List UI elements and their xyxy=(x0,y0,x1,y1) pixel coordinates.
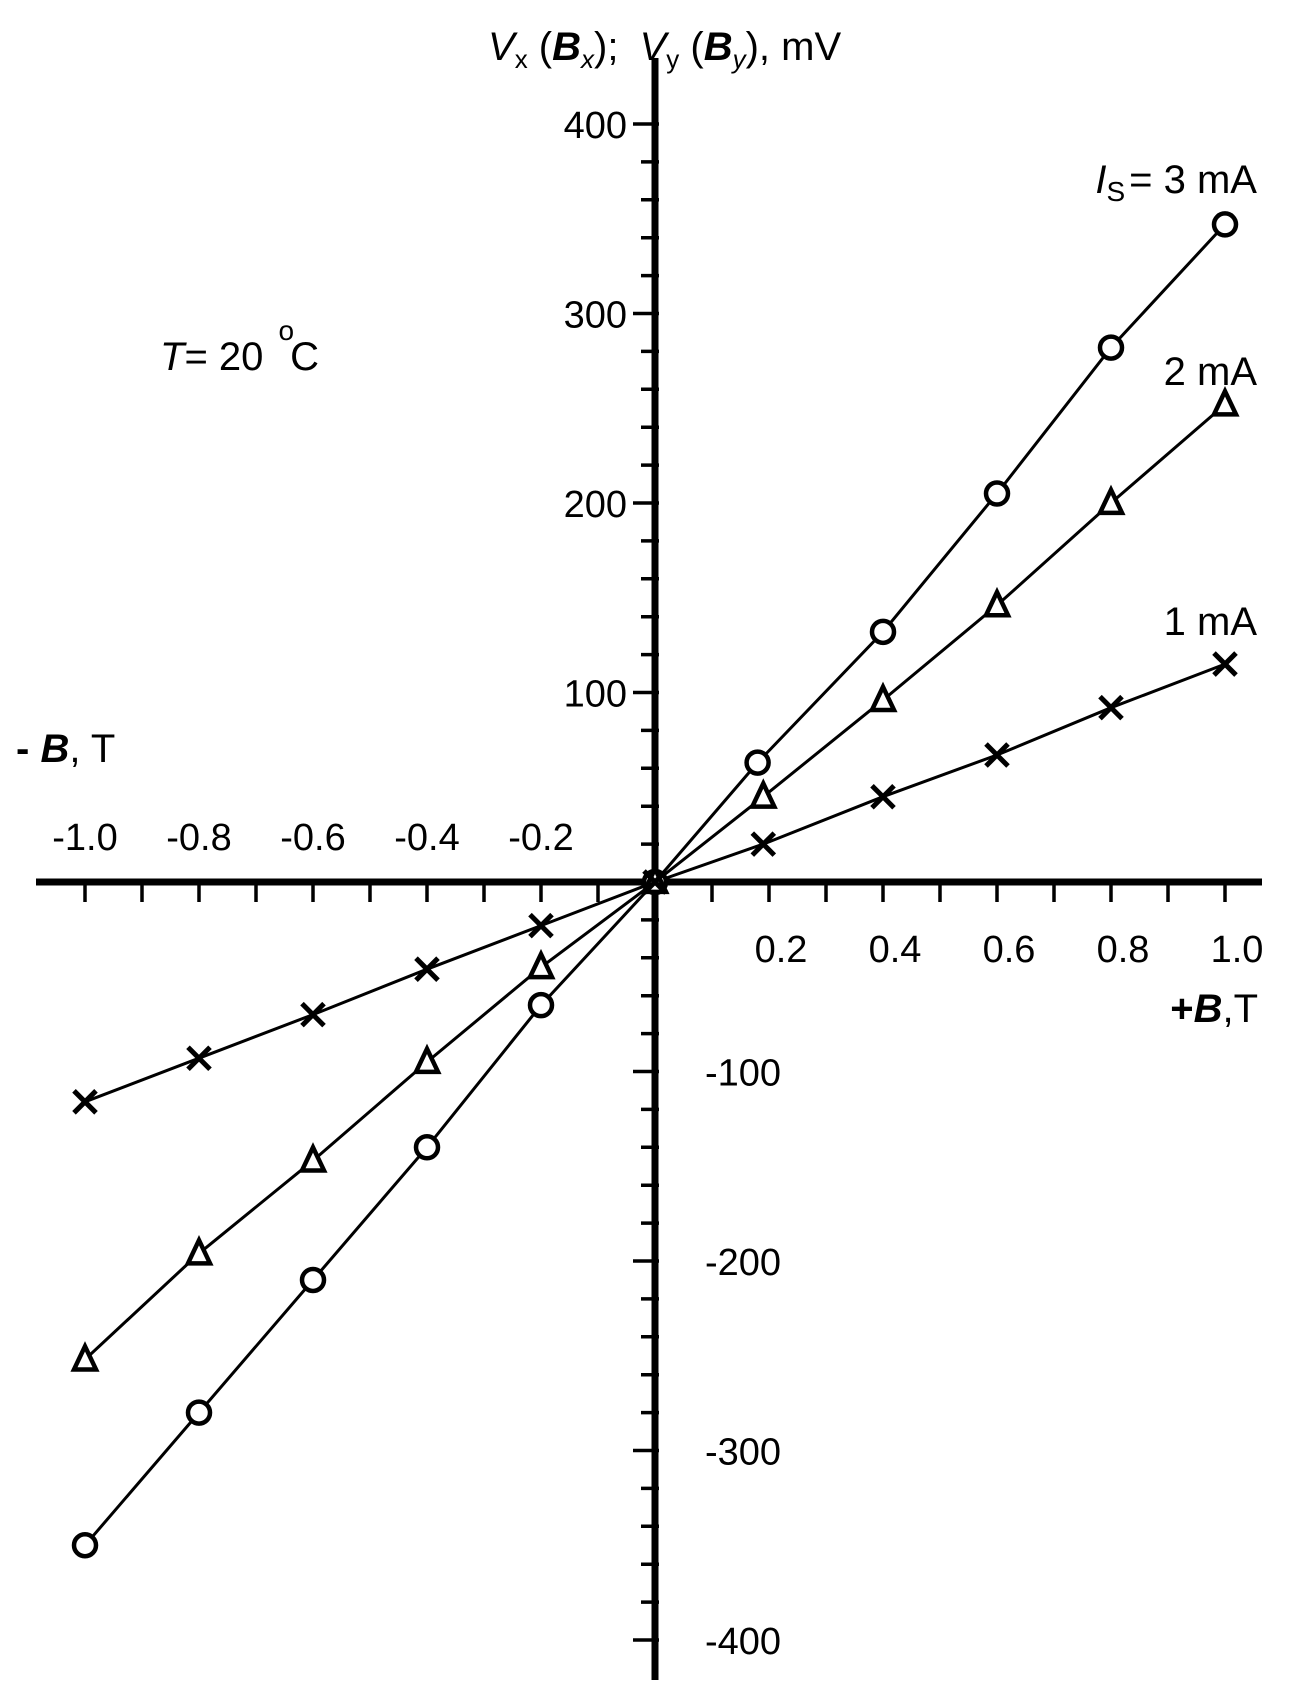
cross-stroke xyxy=(528,912,554,939)
series-label-3ma: IS = 3 mA xyxy=(1095,158,1257,207)
data-point-triangle xyxy=(748,778,778,809)
data-point-cross xyxy=(186,1045,212,1072)
x-tick-label: 0.4 xyxy=(869,929,922,971)
x-tick-label: -1.0 xyxy=(52,817,117,859)
data-point-triangle xyxy=(868,681,898,713)
cross-stroke xyxy=(984,742,1010,768)
data-point-triangle xyxy=(412,1043,442,1075)
x-axis-title-positive: +B,T xyxy=(1170,987,1258,1031)
y-axis-title: Vx (Bx); Vy (By), mV xyxy=(488,25,841,74)
series-label-2ma: 2 mA xyxy=(1164,350,1258,394)
y-tick-label: -300 xyxy=(705,1432,781,1474)
data-point-triangle xyxy=(184,1234,214,1266)
data-point-cross xyxy=(72,1089,98,1115)
data-point-circle xyxy=(527,991,555,1019)
data-point-cross xyxy=(750,831,777,857)
x-tick-label: 1.0 xyxy=(1211,929,1264,971)
data-point-cross xyxy=(984,742,1010,768)
data-point-cross xyxy=(528,912,554,939)
data-point-circle xyxy=(869,618,897,646)
x-axis-title-negative: - B, T xyxy=(16,727,115,771)
cross-stroke xyxy=(1212,651,1238,677)
data-point-cross xyxy=(300,1001,326,1028)
cross-stroke xyxy=(870,783,896,810)
x-tick-label: 0.8 xyxy=(1097,929,1150,971)
data-point-triangle xyxy=(982,586,1012,618)
cross-stroke xyxy=(642,869,668,895)
x-tick-label: -0.8 xyxy=(166,817,231,859)
data-point-circle xyxy=(413,1134,441,1161)
data-point-circle xyxy=(299,1266,327,1294)
axes xyxy=(36,58,1262,1680)
x-tick-label: -0.4 xyxy=(394,817,459,859)
series-markers xyxy=(70,211,1240,1559)
data-point-circle xyxy=(983,480,1011,507)
data-point-circle xyxy=(71,1532,99,1559)
data-point-triangle xyxy=(298,1142,328,1173)
x-tick-label: 0.6 xyxy=(983,929,1036,971)
data-point-circle xyxy=(1097,334,1125,361)
y-tick-label: -400 xyxy=(705,1621,781,1663)
data-point-triangle xyxy=(70,1341,100,1372)
data-point-cross xyxy=(414,956,440,982)
y-tick-label: 300 xyxy=(564,295,627,337)
cross-stroke xyxy=(1098,694,1124,721)
y-tick-label: 200 xyxy=(564,484,627,526)
y-tick-label: 400 xyxy=(564,105,627,147)
data-point-circle xyxy=(1211,211,1239,238)
cross-stroke xyxy=(72,1089,98,1115)
series-label-1ma: 1 mA xyxy=(1164,600,1258,644)
cross-stroke xyxy=(414,956,440,982)
data-point-triangle xyxy=(526,948,556,980)
y-tick-label: -200 xyxy=(705,1242,781,1284)
data-point-circle xyxy=(744,749,771,776)
data-point-cross xyxy=(1098,694,1124,721)
data-point-cross xyxy=(870,783,896,810)
data-point-circle xyxy=(185,1399,213,1426)
cross-stroke xyxy=(186,1045,212,1072)
ticks xyxy=(83,122,1227,1642)
x-tick-label: 0.2 xyxy=(755,929,808,971)
x-tick-label: -0.6 xyxy=(280,817,345,859)
x-tick-label: -0.2 xyxy=(508,817,573,859)
data-point-triangle xyxy=(1096,484,1126,516)
y-tick-label: 100 xyxy=(564,674,627,716)
cross-stroke xyxy=(300,1001,326,1028)
data-point-triangle xyxy=(1210,386,1240,417)
data-point-cross xyxy=(1212,651,1238,677)
y-tick-label: -100 xyxy=(705,1053,781,1095)
cross-stroke xyxy=(750,831,777,857)
tick-labels: -1.0 -0.8 -0.6 -0.4 -0.2 0.2 0.4 0.6 0.8 1.0 100 20… xyxy=(52,105,1263,1663)
data-point-cross xyxy=(642,869,668,895)
